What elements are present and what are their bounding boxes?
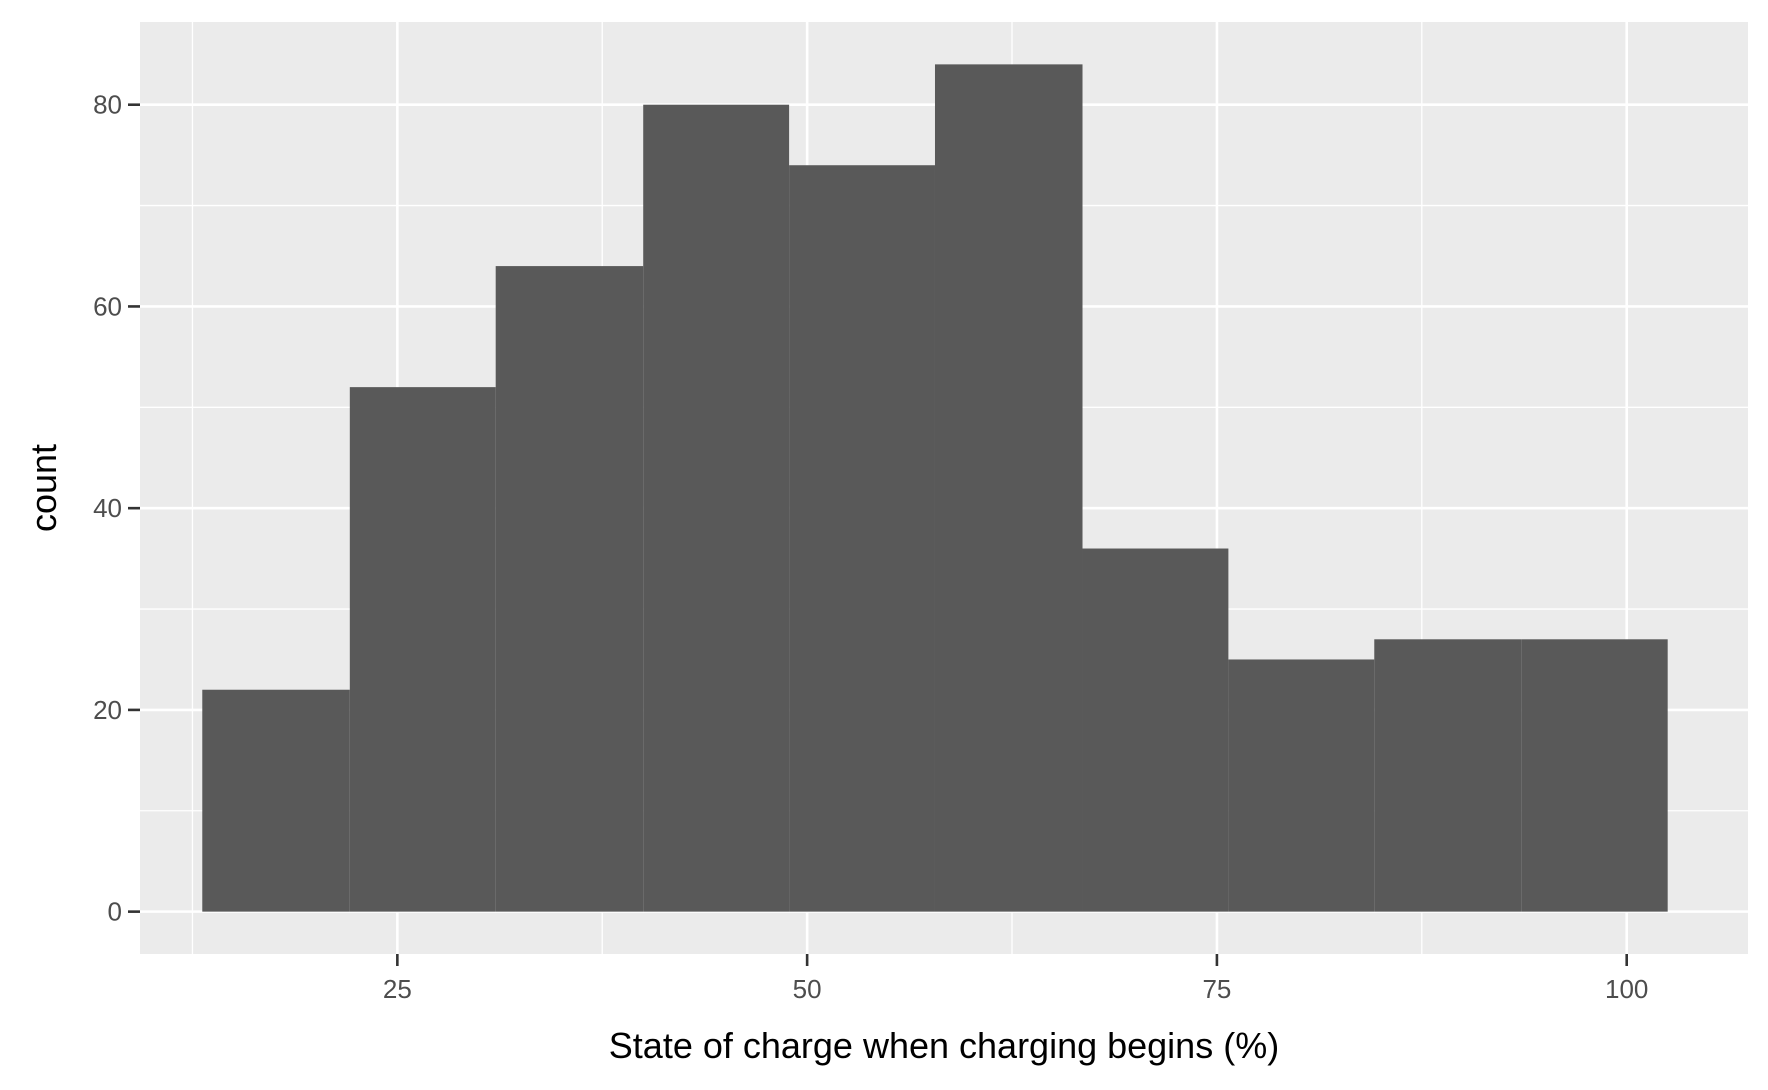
y-axis-title: count [23, 444, 64, 532]
y-tick-label: 20 [93, 695, 122, 725]
histogram-bar [202, 689, 350, 912]
y-tick-label: 80 [93, 90, 122, 120]
y-axis: 0 20 40 60 80 [93, 90, 140, 927]
histogram-bar [495, 266, 644, 912]
x-axis: 25 50 75 100 [383, 954, 1648, 1004]
x-axis-title: State of charge when charging begins (%) [609, 1025, 1279, 1066]
x-tick-label: 75 [1202, 974, 1231, 1004]
y-tick-label: 60 [93, 291, 122, 321]
histogram-bars [202, 64, 1668, 912]
y-tick-label: 40 [93, 493, 122, 523]
x-tick-label: 50 [793, 974, 822, 1004]
x-tick-label: 25 [383, 974, 412, 1004]
y-tick-label: 0 [108, 897, 122, 927]
histogram-bar [1374, 639, 1522, 912]
histogram-bar [1082, 548, 1229, 912]
histogram-bar [934, 64, 1083, 912]
histogram-bar [349, 387, 496, 912]
histogram-bar [1228, 659, 1375, 912]
histogram-bar [789, 165, 935, 912]
histogram-bar [643, 104, 790, 912]
x-tick-label: 100 [1605, 974, 1648, 1004]
histogram-bar [1521, 639, 1668, 912]
